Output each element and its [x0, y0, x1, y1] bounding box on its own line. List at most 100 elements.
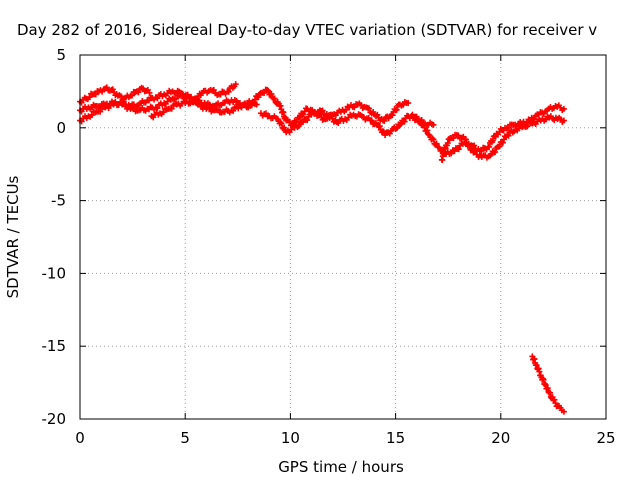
- x-tick-label: 5: [180, 429, 190, 447]
- data-point: [277, 119, 284, 126]
- data-point: [478, 148, 485, 155]
- data-point: [253, 101, 260, 108]
- y-axis-label: SDTVAR / TECUs: [4, 175, 22, 298]
- ticks: 0 5 10 15 20 25 5 0 -5 -10 -15 -20: [42, 46, 616, 447]
- data-point: [154, 105, 161, 112]
- data-point: [499, 139, 506, 146]
- data-point: [560, 117, 567, 124]
- x-tick-label: 20: [491, 429, 510, 447]
- series-9: [529, 353, 567, 415]
- chart-title: Day 282 of 2016, Sidereal Day-to-day VTE…: [17, 21, 597, 39]
- series-8: [438, 113, 567, 163]
- data-point: [129, 92, 136, 99]
- data-point: [433, 140, 440, 147]
- data-point: [505, 124, 512, 131]
- data-point: [405, 100, 412, 107]
- data-point: [496, 143, 503, 150]
- data-point: [489, 137, 496, 144]
- data-point: [492, 148, 499, 155]
- data-point: [233, 97, 240, 104]
- data-point: [261, 89, 268, 96]
- data-point: [103, 84, 110, 91]
- data-point: [297, 114, 304, 121]
- data-point: [430, 121, 437, 128]
- data-point: [351, 104, 358, 111]
- data-point: [335, 120, 342, 127]
- data-point: [368, 117, 375, 124]
- data-point: [413, 113, 420, 120]
- data-point: [210, 86, 217, 93]
- data-point: [86, 94, 93, 101]
- data-point: [172, 95, 179, 102]
- y-tick-label: -20: [42, 410, 67, 428]
- data-point: [278, 120, 285, 127]
- data-point: [168, 105, 175, 112]
- data-point: [146, 89, 153, 96]
- y-tick-label: 0: [56, 119, 66, 137]
- grid: [80, 55, 606, 419]
- data-point: [160, 109, 167, 116]
- data-point: [524, 123, 531, 130]
- data-point: [436, 144, 443, 151]
- data-point: [365, 105, 372, 112]
- y-tick-label: -10: [42, 264, 67, 282]
- y-tick-label: -15: [42, 337, 67, 355]
- data-point: [304, 117, 311, 124]
- x-tick-label: 25: [596, 429, 615, 447]
- data-point: [462, 136, 469, 143]
- data-point: [225, 88, 232, 95]
- data-point: [265, 87, 272, 94]
- data-point: [217, 91, 224, 98]
- data-point: [547, 389, 554, 396]
- data-point: [420, 121, 427, 128]
- series-1: [77, 84, 153, 106]
- data-point: [379, 128, 386, 135]
- series-7: [409, 102, 567, 158]
- y-tick-label: -5: [51, 192, 66, 210]
- data-point: [154, 95, 161, 102]
- data-point: [455, 132, 462, 139]
- data-point: [230, 107, 237, 114]
- data-point: [450, 135, 457, 142]
- data-point: [271, 95, 278, 102]
- x-tick-label: 0: [75, 429, 85, 447]
- data-point: [401, 118, 408, 125]
- data-point: [430, 136, 437, 143]
- data-point: [146, 97, 153, 104]
- data-point: [486, 143, 493, 150]
- data-point: [505, 132, 512, 139]
- data-point: [251, 96, 258, 103]
- data-point: [300, 111, 307, 118]
- data-point: [342, 106, 349, 113]
- data-point: [264, 86, 271, 93]
- data-point: [560, 408, 567, 415]
- data-point: [286, 118, 293, 125]
- series-4: [148, 81, 239, 121]
- x-tick-label: 15: [386, 429, 405, 447]
- data-point: [424, 127, 431, 134]
- data-point: [560, 105, 567, 112]
- data-point: [255, 94, 262, 101]
- data-point: [429, 135, 436, 142]
- data-point: [551, 396, 558, 403]
- data-point: [466, 142, 473, 149]
- data-point: [92, 91, 99, 98]
- plot-border: [79, 54, 607, 420]
- data-point: [232, 81, 239, 88]
- series-3: [77, 92, 260, 116]
- data-point: [262, 110, 269, 117]
- data-point: [389, 112, 396, 119]
- data-point: [118, 93, 125, 100]
- data-point: [88, 112, 95, 119]
- data-point: [448, 150, 455, 157]
- data-point: [295, 123, 302, 130]
- y-tick-label: 5: [56, 46, 66, 64]
- data-point: [109, 86, 116, 93]
- data-point: [542, 116, 549, 123]
- data-point: [444, 140, 451, 147]
- data-point: [376, 123, 383, 130]
- data-point: [381, 117, 388, 124]
- series-5: [241, 86, 412, 129]
- data-point: [196, 100, 203, 107]
